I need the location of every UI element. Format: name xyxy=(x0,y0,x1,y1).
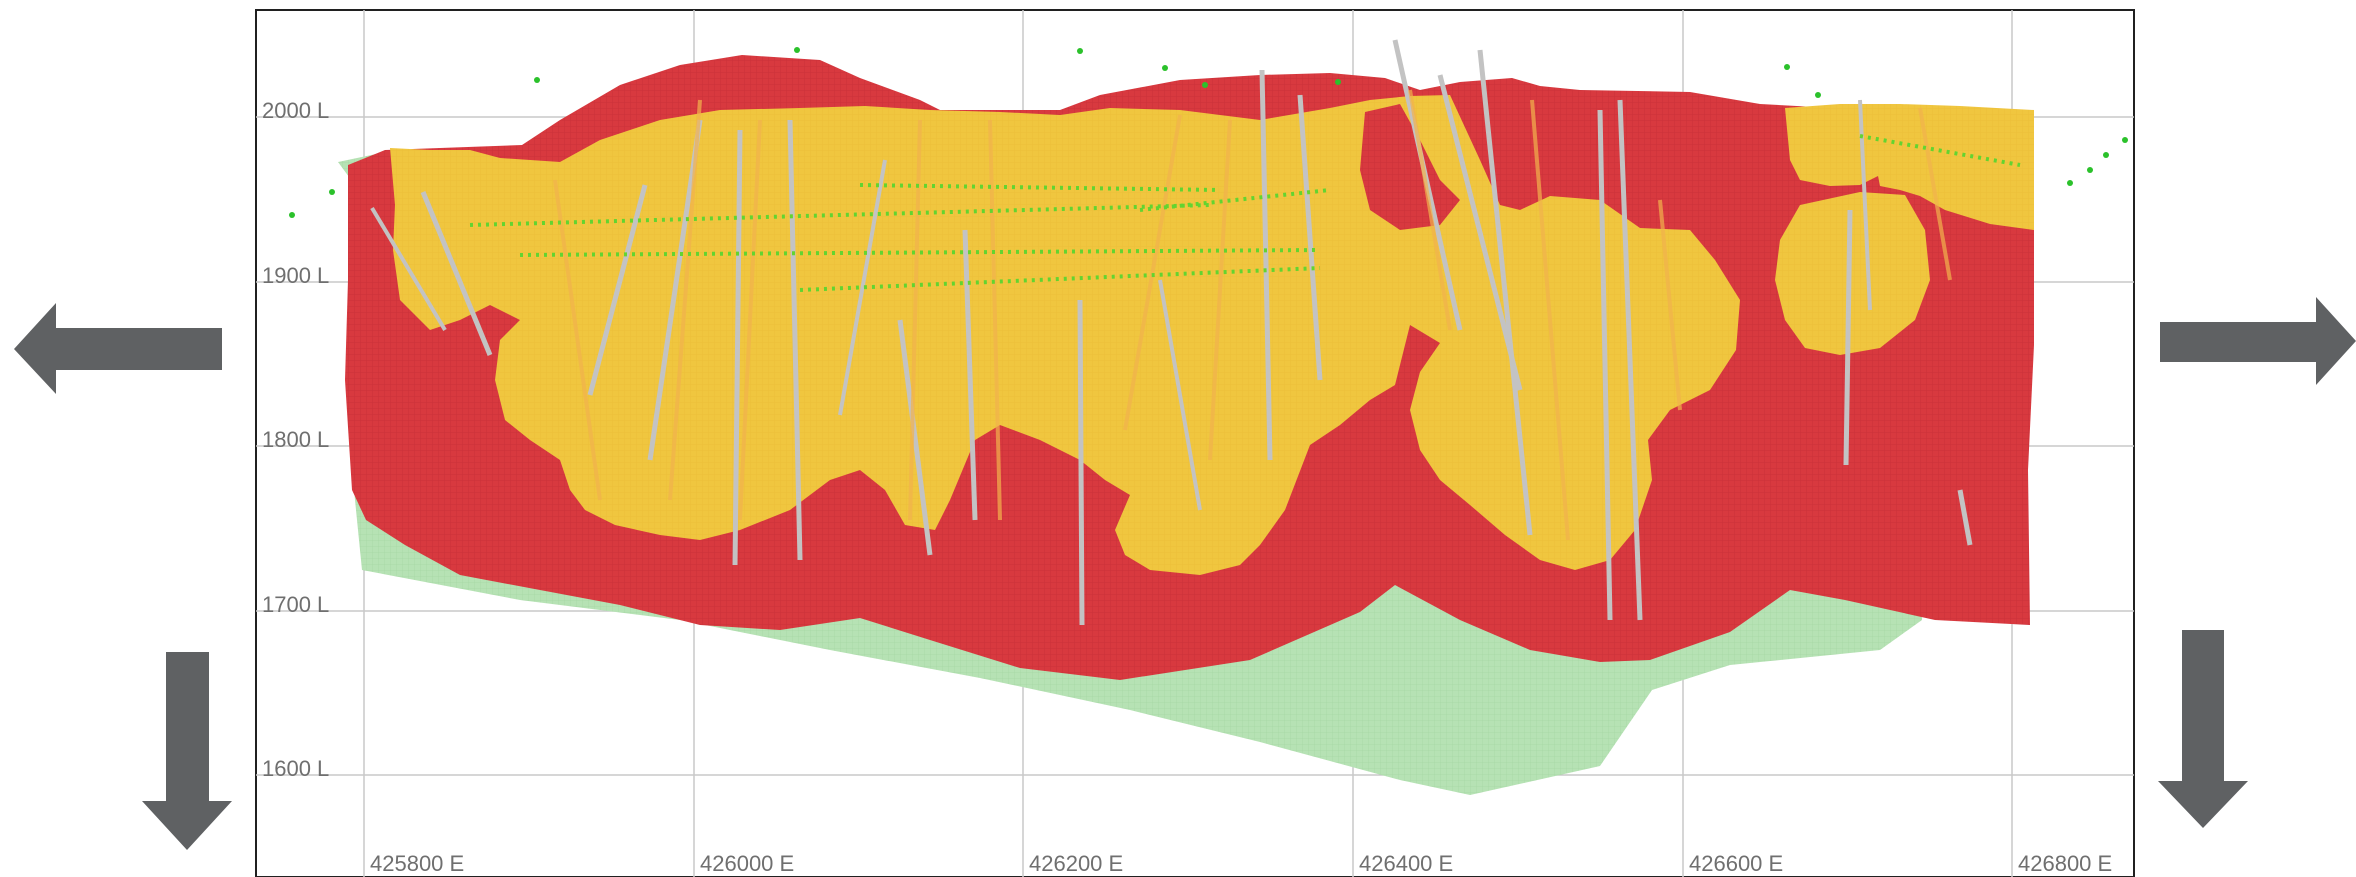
surface-points xyxy=(289,47,2128,218)
drillhole xyxy=(647,119,703,461)
drill-trace xyxy=(1530,99,1570,541)
drillhole xyxy=(1597,109,1613,621)
drillhole xyxy=(897,319,933,556)
sample-point xyxy=(2103,152,2109,158)
sample-point xyxy=(2122,137,2128,143)
sample-point xyxy=(2067,180,2073,186)
easting-label: 426200 E xyxy=(1029,851,1123,876)
yellow-domain-right xyxy=(1785,104,2034,230)
sample-point xyxy=(1784,64,1790,70)
drillhole xyxy=(1437,74,1523,391)
sample-traces xyxy=(469,134,2021,292)
arrow-left-icon xyxy=(14,303,222,394)
drillhole xyxy=(1259,69,1273,461)
drillhole xyxy=(1297,94,1323,381)
drillhole xyxy=(420,191,493,356)
drillhole xyxy=(370,206,447,332)
drill-trace xyxy=(1408,89,1452,331)
arrow-down-icon xyxy=(142,652,232,850)
drillholes xyxy=(370,39,1973,626)
drill-trace xyxy=(1208,119,1232,461)
sample-point xyxy=(2087,167,2093,173)
yellow-domain-right-lobe xyxy=(1775,192,1930,355)
easting-label: 426800 E xyxy=(2018,851,2112,876)
sample-trace xyxy=(1859,134,2021,167)
sample-trace xyxy=(799,266,1321,292)
sample-trace xyxy=(519,248,1321,257)
easting-label: 426600 E xyxy=(1689,851,1783,876)
easting-label: 426000 E xyxy=(700,851,794,876)
drillhole xyxy=(1957,489,1973,546)
drill-trace xyxy=(988,119,1002,521)
sample-point xyxy=(329,189,335,195)
drill-trace xyxy=(1918,107,1952,281)
elevation-label: 1900 L xyxy=(262,263,329,288)
elevation-label: 2000 L xyxy=(262,98,329,123)
drill-trace xyxy=(668,99,702,501)
drill-trace xyxy=(1123,114,1182,431)
sample-point xyxy=(1162,65,1168,71)
sample-point xyxy=(1335,79,1341,85)
drill-trace xyxy=(738,119,762,521)
red-inclusion xyxy=(1360,104,1460,230)
drillhole xyxy=(1477,49,1533,536)
drillhole xyxy=(787,119,803,561)
sample-point xyxy=(1077,48,1083,54)
drill-trace xyxy=(553,179,602,501)
drillhole xyxy=(1077,299,1085,626)
sample-point xyxy=(1815,92,1821,98)
drillhole xyxy=(838,159,887,416)
sample-point xyxy=(1202,82,1208,88)
drillhole xyxy=(1158,279,1202,511)
drillhole xyxy=(732,129,743,566)
drillhole xyxy=(962,229,978,521)
elevation-labels: 2000 L 1900 L 1800 L 1700 L 1600 L xyxy=(262,98,329,781)
elevation-label: 1700 L xyxy=(262,592,329,617)
drillhole xyxy=(1617,99,1643,621)
sample-trace xyxy=(469,203,1211,227)
arrow-right-icon xyxy=(2160,297,2356,385)
drillhole xyxy=(587,184,648,396)
drill-trace xyxy=(1658,199,1682,411)
easting-labels: 425800 E 426000 E 426200 E 426400 E 4266… xyxy=(370,851,2112,876)
arrow-down-icon xyxy=(2158,630,2248,828)
sample-point xyxy=(534,77,540,83)
sample-point xyxy=(289,212,295,218)
sample-point xyxy=(794,47,800,53)
elevation-label: 1800 L xyxy=(262,427,329,452)
drillhole xyxy=(1843,209,1853,466)
easting-label: 426400 E xyxy=(1359,851,1453,876)
elevation-label: 1600 L xyxy=(262,756,329,781)
easting-label: 425800 E xyxy=(370,851,464,876)
